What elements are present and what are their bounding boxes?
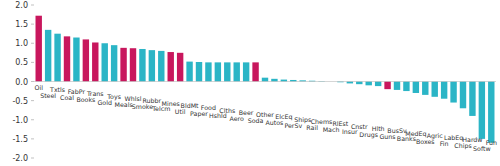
bar: [243, 62, 249, 81]
y-tick-label: 0.5: [15, 58, 28, 67]
x-tick-label: MedEq: [405, 130, 426, 138]
y-tick: [31, 119, 34, 120]
bar: [356, 82, 362, 85]
x-tick-label: LabEq: [444, 134, 463, 142]
x-tick-label: Trans: [86, 90, 104, 97]
y-tick: [31, 158, 34, 159]
bar: [234, 62, 240, 81]
bar: [102, 43, 108, 81]
x-tick-label: Whlsl: [125, 95, 142, 102]
bar: [384, 82, 390, 90]
x-tick-label: Oil: [34, 84, 43, 91]
x-tick-label: Paper: [190, 110, 208, 118]
x-tick-label: Cnstr: [351, 123, 368, 130]
y-tick-label: -2.0: [12, 154, 28, 163]
x-tick-label: Mines: [162, 100, 180, 107]
x-axis-labels: OilSteelTxtlsCoalFabPrBooksTransGoldToys…: [34, 84, 496, 152]
y-tick: [31, 138, 34, 139]
bar: [36, 16, 42, 82]
x-tick-label: Toys: [106, 93, 121, 101]
bar: [73, 38, 79, 82]
bar: [205, 62, 211, 81]
x-tick-label: Agric: [427, 132, 444, 140]
x-tick-label: BusSv: [387, 127, 407, 134]
bar: [149, 50, 155, 81]
x-tick-label: Beer: [239, 109, 254, 116]
bar: [460, 82, 466, 109]
y-tick: [31, 100, 34, 101]
y-tick-label: 1.0: [15, 39, 28, 48]
y-tick-label: 1.5: [15, 20, 28, 29]
x-tick-label: ElcEq: [275, 113, 292, 121]
bar: [139, 49, 145, 82]
bar: [186, 62, 192, 82]
bar: [168, 52, 174, 81]
y-tick: [31, 24, 34, 25]
bar: [413, 82, 419, 93]
bar: [469, 82, 475, 116]
bar: [271, 79, 277, 82]
y-tick: [31, 81, 34, 82]
y-tick-label: -1.0: [12, 116, 28, 125]
bar: [120, 48, 126, 82]
x-tick-label: Hardw: [462, 136, 482, 143]
y-tick-label: 2.0: [15, 1, 28, 10]
bar: [111, 45, 117, 81]
x-tick-label: Food: [201, 104, 216, 111]
x-tick-label: Rubbr: [143, 97, 162, 104]
x-tick-label: Ships: [294, 116, 311, 124]
bar: [252, 62, 258, 81]
y-tick-label: -1.5: [12, 135, 28, 144]
bar: [394, 82, 400, 90]
bar: [450, 82, 456, 103]
y-axis: 2.0 1.5 1.0 0.5 0.0 -0.5 -1.0 -1.5 -2.0: [12, 1, 34, 163]
x-tick-label: Clths: [219, 107, 235, 114]
x-tick-label: Hlth: [372, 125, 385, 132]
bar: [177, 53, 183, 82]
bars: [36, 16, 495, 143]
chart: 2.0 1.5 1.0 0.5 0.0 -0.5 -1.0 -1.5 -2.0 OilSteelT…: [0, 0, 500, 166]
y-tick-label: 0.0: [15, 78, 28, 87]
bar: [403, 82, 409, 92]
bar: [92, 42, 98, 81]
x-tick-label: BldMt: [181, 102, 199, 109]
bar: [422, 82, 428, 95]
x-axis: [34, 81, 496, 82]
bar: [441, 82, 447, 99]
bar: [479, 82, 485, 139]
x-tick-label: Chems: [311, 118, 333, 125]
bar: [196, 62, 202, 82]
x-tick-label: Chips: [454, 142, 471, 150]
bar: [215, 62, 221, 81]
bar: [366, 82, 372, 86]
x-tick-label: RlEst: [332, 120, 348, 127]
bar: [45, 30, 51, 82]
x-tick-label: FabPr: [68, 88, 86, 95]
y-tick: [31, 5, 34, 6]
x-tick-label: Other: [256, 111, 274, 118]
bar: [83, 39, 89, 81]
x-tick-label: Drugs: [359, 131, 378, 139]
y-tick: [31, 43, 34, 44]
bar: [64, 36, 70, 81]
bar: [158, 51, 164, 82]
bar: [54, 34, 60, 82]
bar: [130, 48, 136, 81]
bar: [224, 62, 230, 81]
bar: [488, 82, 494, 143]
bar: [375, 82, 381, 87]
bar: [432, 82, 438, 97]
bar: [262, 78, 268, 82]
y-tick: [31, 62, 34, 63]
x-tick-label: Fun: [486, 139, 497, 146]
y-tick-label: -0.5: [12, 97, 28, 106]
x-tick-label: Txtls: [49, 86, 65, 93]
